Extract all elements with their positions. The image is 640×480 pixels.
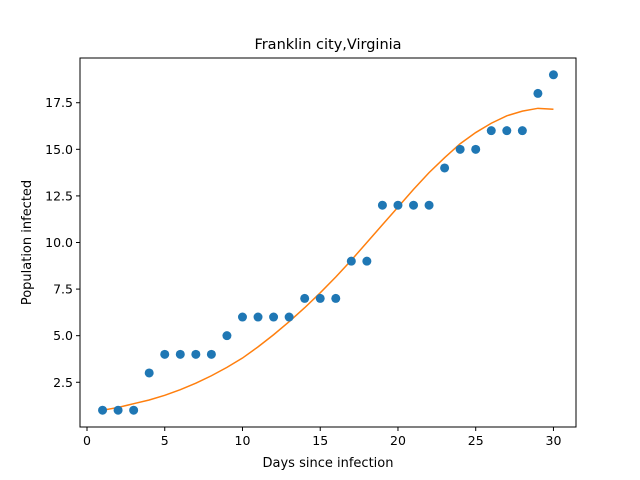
data-point: [144, 368, 154, 378]
data-point: [269, 312, 279, 322]
data-point: [331, 293, 341, 303]
data-point: [377, 200, 387, 210]
data-point: [175, 349, 185, 359]
x-tick-label: 15: [312, 433, 328, 448]
y-tick-label: 7.5: [53, 282, 73, 297]
data-point: [362, 256, 372, 266]
x-tick-label: 10: [235, 433, 251, 448]
data-point: [191, 349, 201, 359]
x-tick-label: 0: [83, 433, 91, 448]
data-point: [471, 144, 481, 154]
x-axis-label: Days since infection: [263, 456, 394, 471]
data-point: [455, 144, 465, 154]
x-axis: 0 5 10 15 20 25 30: [83, 427, 561, 448]
chart-title: Franklin city,Virginia: [254, 37, 401, 53]
data-point: [300, 293, 310, 303]
data-point: [533, 88, 543, 98]
y-axis: 2.5 5.0 7.5 10.0 12.5 15.0 17.5: [45, 95, 80, 390]
y-axis-label: Population infected: [20, 180, 35, 305]
data-point: [160, 349, 170, 359]
data-point: [486, 126, 496, 136]
data-point: [517, 126, 527, 136]
data-point: [222, 331, 232, 341]
plot-frame: [79, 57, 577, 428]
y-tick-label: 10.0: [45, 235, 73, 250]
data-point: [409, 200, 419, 210]
data-point: [502, 126, 512, 136]
y-tick-label: 2.5: [53, 375, 73, 390]
x-tick-label: 5: [161, 433, 169, 448]
data-point: [113, 405, 123, 415]
data-point: [98, 405, 108, 415]
data-point: [253, 312, 263, 322]
data-point: [129, 405, 139, 415]
x-tick-label: 20: [390, 433, 406, 448]
plot-area: [80, 58, 576, 427]
fit-line: [102, 107, 554, 411]
data-point: [237, 312, 247, 322]
data-point: [440, 163, 450, 173]
data-point: [206, 349, 216, 359]
y-tick-label: 12.5: [45, 188, 73, 203]
data-point: [284, 312, 294, 322]
x-tick-label: 25: [468, 433, 484, 448]
data-point: [393, 200, 403, 210]
data-point: [548, 70, 558, 80]
y-tick-label: 15.0: [45, 142, 73, 157]
x-tick-label: 30: [546, 433, 562, 448]
y-tick-label: 5.0: [53, 328, 73, 343]
data-point: [315, 293, 325, 303]
data-point: [424, 200, 434, 210]
data-point: [346, 256, 356, 266]
data-points-layer: [98, 70, 558, 415]
fit-line-layer: [102, 107, 554, 411]
y-tick-label: 17.5: [45, 95, 73, 110]
